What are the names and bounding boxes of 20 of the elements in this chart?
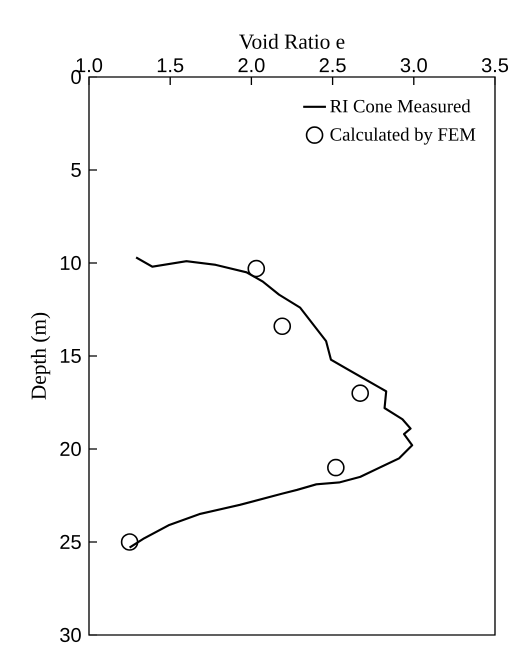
point [327, 458, 345, 476]
y-tick-label: 5 [71, 163, 81, 177]
y-tick-label: 30 [60, 628, 81, 642]
x-tick-label: 1.5 [158, 58, 184, 72]
x-tick-label: 3.5 [482, 58, 508, 72]
legend-label: Calculated by FEM [330, 128, 476, 145]
y-tick-label: 25 [60, 534, 81, 550]
legend-label: RI Cone Measured [330, 99, 470, 112]
x-tick-label: 2.0 [238, 58, 265, 72]
x-tick-label: 3.0 [400, 58, 427, 72]
x-axis-title: Void Ratio e [239, 34, 344, 49]
point [247, 260, 266, 278]
point [351, 384, 370, 402]
y-axis-title: Depth (m) [30, 312, 50, 400]
y-tick-label: 15 [60, 349, 81, 363]
x-tick-label: 2.5 [320, 58, 346, 72]
y-tick-label: 20 [60, 442, 81, 456]
point [273, 317, 292, 336]
y-tick-label: 10 [60, 256, 81, 270]
point [120, 533, 138, 551]
